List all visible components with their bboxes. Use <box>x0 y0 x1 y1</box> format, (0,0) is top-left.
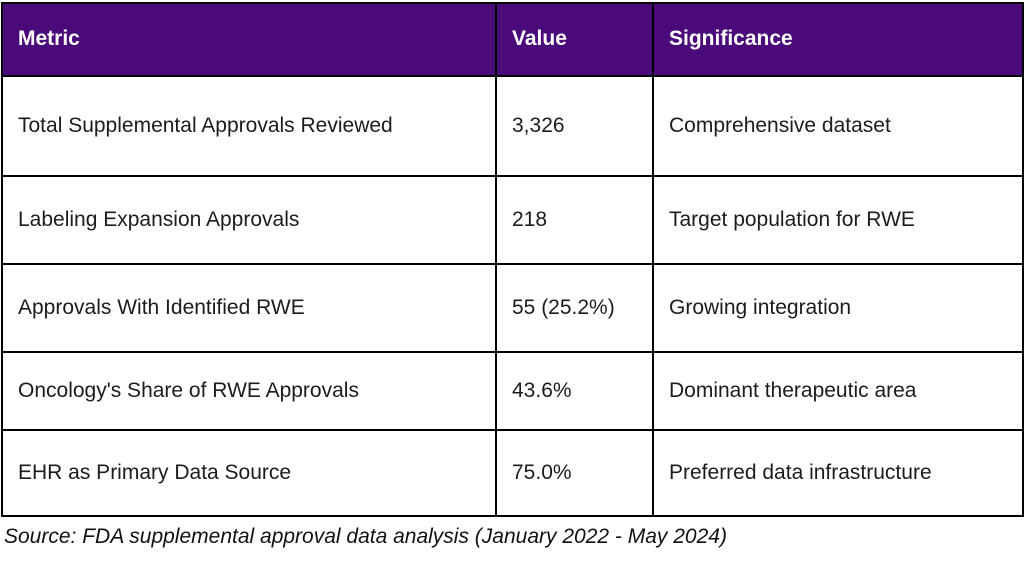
cell-significance: Target population for RWE <box>652 175 1024 265</box>
table-row: Labeling Expansion Approvals 218 Target … <box>1 175 1024 265</box>
table-row: Oncology's Share of RWE Approvals 43.6% … <box>1 351 1024 431</box>
table-row: EHR as Primary Data Source 75.0% Preferr… <box>1 429 1024 517</box>
cell-significance: Growing integration <box>652 263 1024 353</box>
cell-metric: Total Supplemental Approvals Reviewed <box>1 75 497 177</box>
column-header-value: Value <box>495 2 654 77</box>
cell-significance: Preferred data infrastructure <box>652 429 1024 517</box>
cell-metric: EHR as Primary Data Source <box>1 429 497 517</box>
source-note: Source: FDA supplemental approval data a… <box>4 525 727 548</box>
table-row: Approvals With Identified RWE 55 (25.2%)… <box>1 263 1024 353</box>
cell-significance: Dominant therapeutic area <box>652 351 1024 431</box>
table-header-row: Metric Value Significance <box>1 2 1024 77</box>
cell-metric: Labeling Expansion Approvals <box>1 175 497 265</box>
cell-metric: Oncology's Share of RWE Approvals <box>1 351 497 431</box>
cell-value: 75.0% <box>495 429 654 517</box>
cell-value: 218 <box>495 175 654 265</box>
cell-value: 55 (25.2%) <box>495 263 654 353</box>
metrics-table: Metric Value Significance Total Suppleme… <box>1 2 1024 517</box>
cell-value: 43.6% <box>495 351 654 431</box>
table-row: Total Supplemental Approvals Reviewed 3,… <box>1 75 1024 177</box>
column-header-metric: Metric <box>1 2 497 77</box>
cell-significance: Comprehensive dataset <box>652 75 1024 177</box>
cell-value: 3,326 <box>495 75 654 177</box>
cell-metric: Approvals With Identified RWE <box>1 263 497 353</box>
column-header-significance: Significance <box>652 2 1024 77</box>
